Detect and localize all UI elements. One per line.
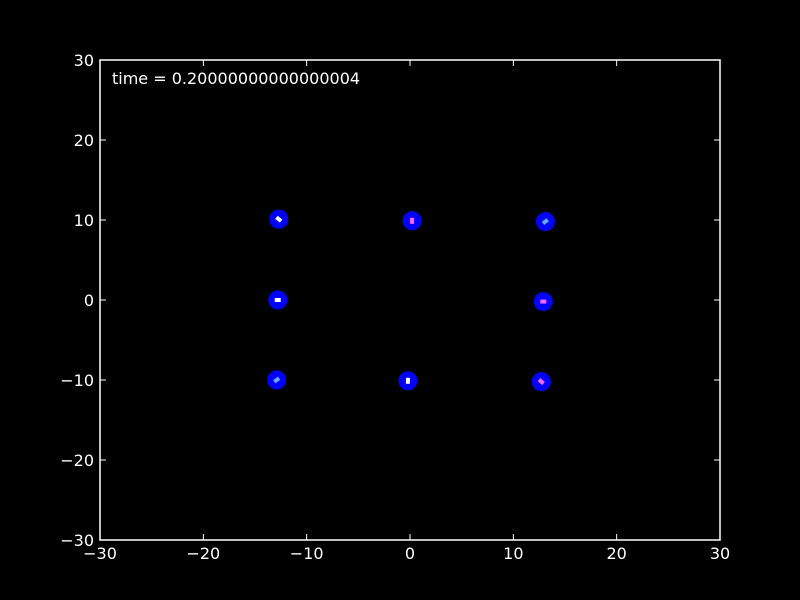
data-point-2 bbox=[535, 212, 555, 232]
data-point-3 bbox=[268, 290, 288, 310]
y-tick-label: 30 bbox=[74, 51, 94, 70]
point-inner-marker bbox=[537, 378, 545, 386]
axis-ticks: −30 −20 −10 0 10 20 30 −30 −20 −10 0 10 20 30 bbox=[60, 51, 730, 563]
x-tick-label: −20 bbox=[186, 544, 220, 563]
y-tick-label: −30 bbox=[60, 531, 94, 550]
point-inner-marker bbox=[410, 217, 415, 224]
x-tick-label: 20 bbox=[606, 544, 626, 563]
y-tick-label: 10 bbox=[74, 211, 94, 230]
x-tick-label: 30 bbox=[710, 544, 730, 563]
data-point-5 bbox=[267, 370, 287, 390]
data-point-7 bbox=[531, 372, 551, 392]
y-tick-label: −20 bbox=[60, 451, 94, 470]
data-point-4 bbox=[533, 292, 553, 312]
point-inner-marker bbox=[540, 299, 547, 304]
point-inner-marker bbox=[405, 377, 410, 384]
x-tick-label: 0 bbox=[405, 544, 415, 563]
x-tick-label: 10 bbox=[503, 544, 523, 563]
point-inner-marker bbox=[275, 215, 283, 223]
x-tick-label: −10 bbox=[290, 544, 324, 563]
point-inner-marker bbox=[274, 298, 281, 302]
point-inner-marker bbox=[541, 218, 549, 225]
time-annotation: time = 0.20000000000000004 bbox=[112, 69, 360, 88]
x-tick-label: −30 bbox=[83, 544, 117, 563]
data-point-0 bbox=[269, 209, 289, 229]
y-tick-label: −10 bbox=[60, 371, 94, 390]
y-tick-label: 0 bbox=[84, 291, 94, 310]
y-tick-label: 20 bbox=[74, 131, 94, 150]
data-point-6 bbox=[398, 371, 418, 391]
point-inner-marker bbox=[273, 376, 281, 384]
data-points bbox=[267, 209, 555, 392]
data-point-1 bbox=[402, 211, 422, 231]
